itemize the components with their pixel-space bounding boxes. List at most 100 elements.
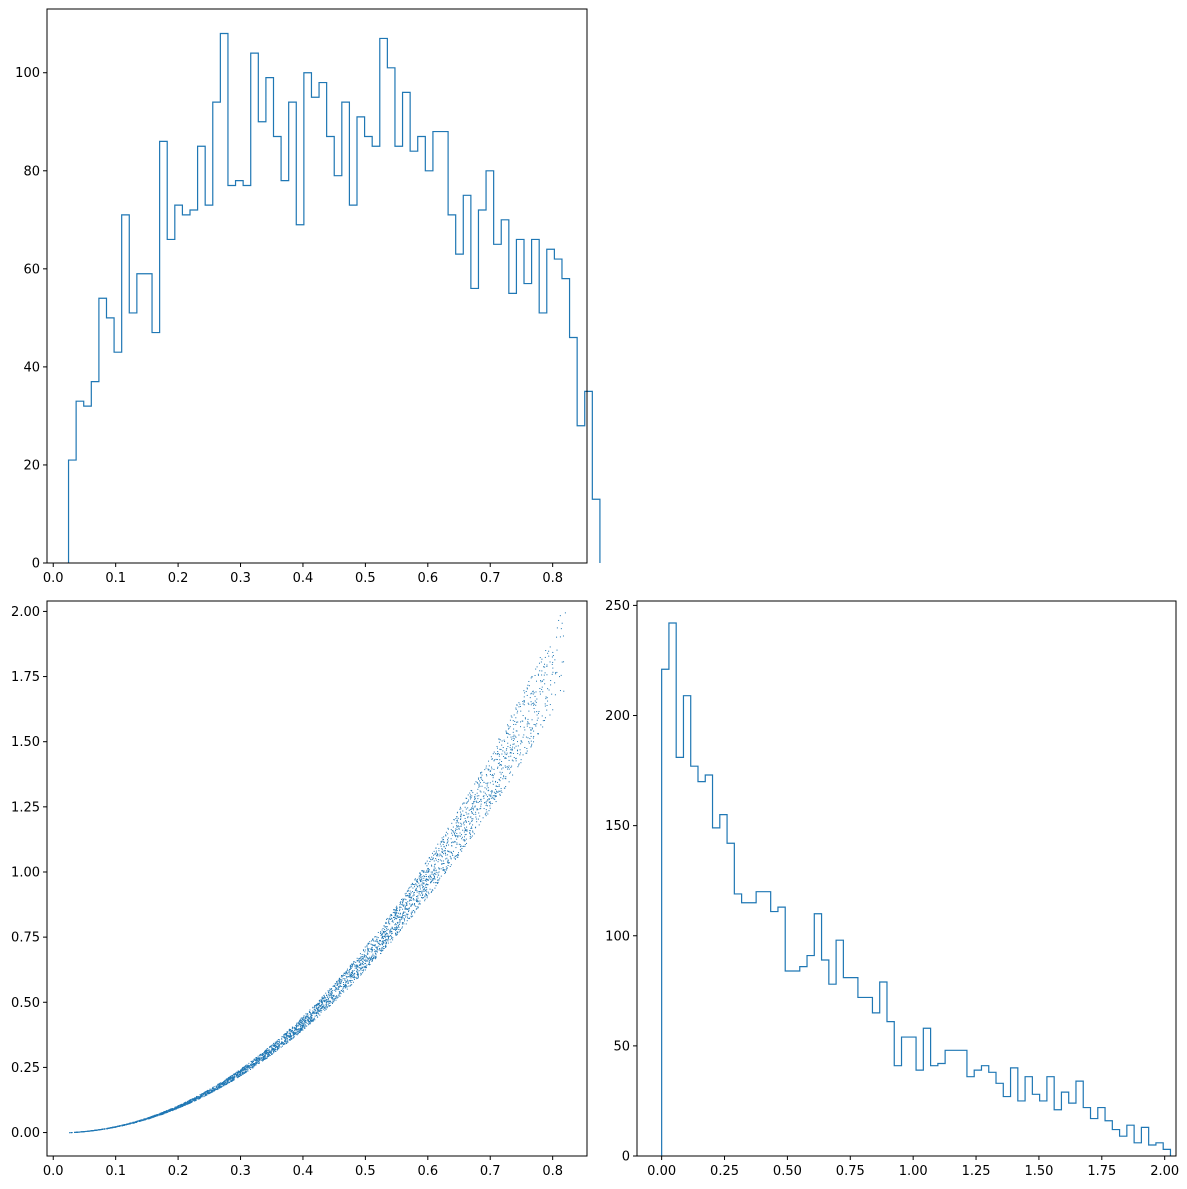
scatter-point xyxy=(416,906,418,908)
scatter-point xyxy=(200,1097,202,1099)
scatter-point xyxy=(181,1106,183,1108)
scatter-point xyxy=(488,798,490,800)
scatter-point xyxy=(520,726,522,728)
x-tick-label: 0.4 xyxy=(293,1164,314,1179)
scatter-point xyxy=(497,766,499,768)
scatter-point xyxy=(187,1101,189,1103)
scatter-point xyxy=(364,956,366,958)
scatter-point xyxy=(523,699,525,701)
scatter-point xyxy=(407,911,409,913)
scatter-point xyxy=(468,813,470,815)
scatter-point xyxy=(296,1029,298,1031)
scatter-point xyxy=(486,811,488,813)
scatter-point xyxy=(375,950,377,952)
scatter-point xyxy=(259,1054,261,1056)
scatter-point xyxy=(548,650,550,652)
scatter-point xyxy=(434,853,436,855)
scatter-point xyxy=(253,1059,255,1061)
scatter-point xyxy=(251,1064,253,1066)
scatter-point xyxy=(345,987,347,989)
scatter-point xyxy=(236,1074,238,1076)
scatter-point xyxy=(283,1042,285,1044)
scatter-point xyxy=(437,881,439,883)
scatter-point xyxy=(383,942,385,944)
scatter-point xyxy=(445,834,447,836)
scatter-point xyxy=(535,704,537,706)
scatter-point xyxy=(394,924,396,926)
scatter-point xyxy=(245,1071,247,1073)
histogram-bin xyxy=(281,181,289,563)
scatter-point xyxy=(461,848,463,850)
scatter-point xyxy=(495,795,497,797)
y-tick-label: 40 xyxy=(23,360,40,375)
scatter-point xyxy=(237,1072,239,1074)
axes-frame xyxy=(636,600,1177,1157)
scatter-point xyxy=(313,1007,315,1009)
scatter-point xyxy=(381,943,383,945)
scatter-point xyxy=(362,958,364,960)
scatter-point xyxy=(248,1066,250,1068)
scatter-point xyxy=(533,741,535,743)
scatter-point xyxy=(395,909,397,911)
scatter-point xyxy=(402,898,404,900)
scatter-point xyxy=(418,877,420,879)
scatter-point xyxy=(203,1093,205,1095)
scatter-point xyxy=(395,929,397,931)
scatter-point xyxy=(198,1096,200,1098)
scatter-point xyxy=(426,895,428,897)
scatter-point xyxy=(299,1022,301,1024)
scatter-point xyxy=(360,974,362,976)
scatter-point xyxy=(527,721,529,723)
scatter-point xyxy=(532,693,534,695)
scatter-point xyxy=(559,676,561,678)
scatter-point xyxy=(506,732,508,734)
scatter-point xyxy=(113,1126,115,1128)
scatter-point xyxy=(362,962,364,964)
scatter-point xyxy=(346,980,348,982)
histogram-bin xyxy=(243,185,251,563)
scatter-point xyxy=(471,818,473,820)
scatter-point xyxy=(262,1053,264,1055)
scatter-point xyxy=(320,999,322,1001)
scatter-point xyxy=(264,1052,266,1054)
scatter-point xyxy=(295,1028,297,1030)
scatter-point xyxy=(522,754,524,756)
scatter-point xyxy=(210,1089,212,1091)
scatter-point xyxy=(213,1090,215,1092)
scatter-point xyxy=(530,693,532,695)
scatter-point xyxy=(258,1059,260,1061)
scatter-point xyxy=(319,1001,321,1003)
scatter-point xyxy=(426,897,428,899)
scatter-point xyxy=(485,815,487,817)
scatter-point xyxy=(119,1125,121,1127)
scatter-point xyxy=(372,950,373,952)
scatter-point xyxy=(240,1069,242,1071)
scatter-point xyxy=(329,1005,331,1007)
scatter-point xyxy=(497,752,499,754)
scatter-point xyxy=(320,1011,322,1013)
scatter-point xyxy=(437,874,439,876)
scatter-point xyxy=(205,1091,207,1093)
scatter-point xyxy=(392,912,394,914)
scatter-point xyxy=(211,1090,213,1092)
scatter-point xyxy=(478,824,480,826)
scatter-point xyxy=(256,1062,258,1064)
scatter-point xyxy=(400,901,402,903)
scatter-point xyxy=(469,823,471,825)
scatter-point xyxy=(448,851,450,853)
scatter-point xyxy=(289,1034,291,1036)
scatter-point xyxy=(414,879,416,881)
scatter-point xyxy=(425,862,427,864)
scatter-point xyxy=(358,967,360,969)
scatter-point xyxy=(382,948,384,950)
scatter-point xyxy=(230,1077,232,1079)
scatter-point xyxy=(344,978,346,980)
scatter-point xyxy=(441,855,443,857)
scatter-point xyxy=(188,1102,190,1104)
scatter-point xyxy=(315,1005,317,1007)
scatter-point xyxy=(460,808,462,810)
scatter-point xyxy=(389,935,391,936)
scatter-point xyxy=(439,877,441,879)
scatter-point xyxy=(458,827,460,829)
scatter-point xyxy=(300,1017,302,1019)
